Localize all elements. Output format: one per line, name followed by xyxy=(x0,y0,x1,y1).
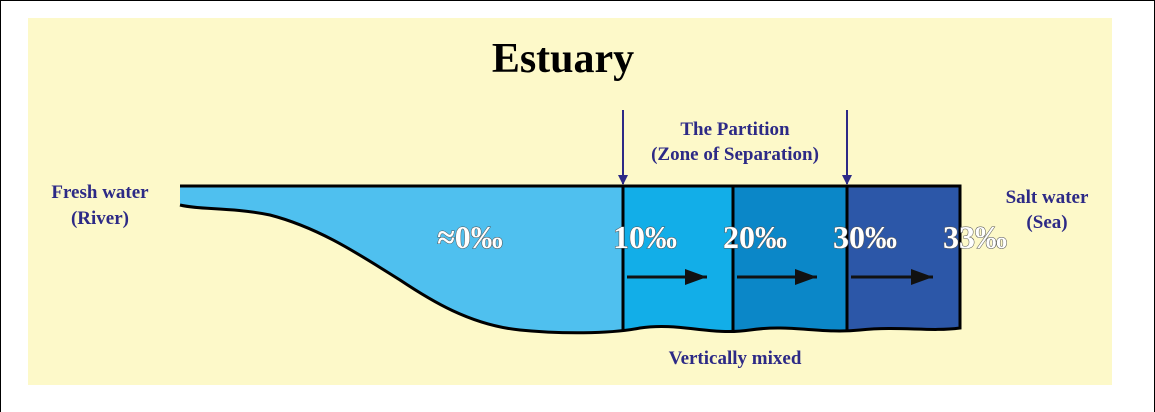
partition-label: (Zone of Separation) xyxy=(651,144,819,165)
salinity-label: 30‰ xyxy=(833,219,897,255)
zone-1 xyxy=(623,186,733,333)
salt-label: Salt water xyxy=(1006,187,1089,208)
fresh-label: (River) xyxy=(71,208,129,229)
bottom-label: Vertically mixed xyxy=(669,348,802,369)
zone-2 xyxy=(733,186,847,333)
salinity-label: 10‰ xyxy=(613,219,677,255)
water xyxy=(180,186,960,333)
salt-label: (Sea) xyxy=(1026,212,1067,233)
salinity-label: 33‰ xyxy=(943,219,1007,255)
salinity-label: 20‰ xyxy=(723,219,787,255)
salinity-labels: ≈0‰ 10‰ 20‰ 30‰ 33‰ xyxy=(437,219,1008,256)
zone-3 xyxy=(847,186,960,333)
salinity-label: ≈0‰ xyxy=(437,219,503,255)
dividers xyxy=(621,186,849,330)
title: Estuary xyxy=(492,36,634,82)
partition-label: The Partition xyxy=(680,119,790,140)
water-outline xyxy=(179,184,962,335)
fresh-label: Fresh water xyxy=(51,182,149,203)
partition-arrows xyxy=(618,110,852,185)
